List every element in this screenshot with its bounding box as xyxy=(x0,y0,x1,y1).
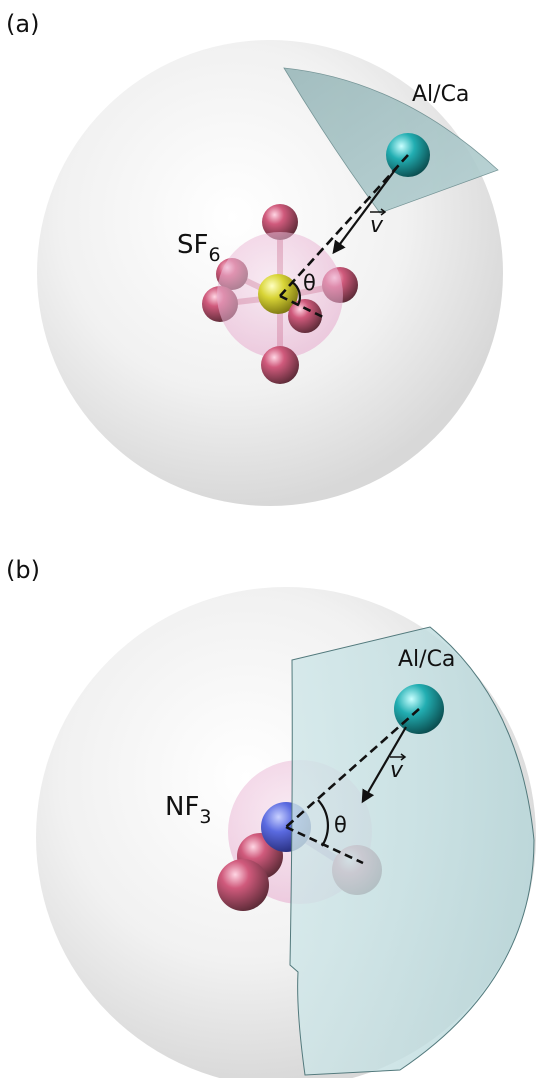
panel-b-molecule-label: NF3 xyxy=(165,792,212,828)
panel-b-sector xyxy=(289,626,535,1076)
svg-text:v: v xyxy=(390,758,404,783)
fluorine-atom xyxy=(288,299,322,333)
panel-a-atom-label: Al/Ca xyxy=(412,82,469,107)
panel-a-angle-label: θ xyxy=(303,271,316,295)
panel-b-velocity-label: v xyxy=(390,753,407,783)
panel-a-velocity-arrow xyxy=(332,165,399,255)
panel-a: (a) Al/Ca SF6 xyxy=(6,10,503,506)
panel-a-angle-arc xyxy=(291,281,301,306)
panel-a-position-line xyxy=(279,154,409,297)
vector-tip xyxy=(400,753,407,761)
fluorine-atom xyxy=(262,204,298,240)
panel-a-label: (a) xyxy=(6,10,39,38)
panel-b-angle-arc xyxy=(317,799,329,847)
sulfur-atom xyxy=(258,274,298,314)
panel-a-sector xyxy=(283,67,499,214)
fluorine-atom xyxy=(261,346,299,384)
panel-b-molecular-axis xyxy=(285,825,364,865)
panel-a-velocity-label: v xyxy=(370,208,387,238)
panel-b: (b) Al/Ca NF3 θ v xyxy=(6,556,536,1078)
svg-text:v: v xyxy=(370,213,384,238)
vector-tip xyxy=(380,208,387,216)
panel-b-position-line xyxy=(285,708,420,828)
panel-b-velocity-arrow xyxy=(361,726,407,804)
panel-a-molecular-axis xyxy=(279,294,326,320)
panel-b-atom-label: Al/Ca xyxy=(398,647,455,672)
fluorine-atom xyxy=(217,859,269,911)
panel-b-label: (b) xyxy=(6,556,40,584)
panel-b-angle-label: θ xyxy=(334,813,347,837)
panel-a-molecule-label: SF6 xyxy=(177,230,221,266)
